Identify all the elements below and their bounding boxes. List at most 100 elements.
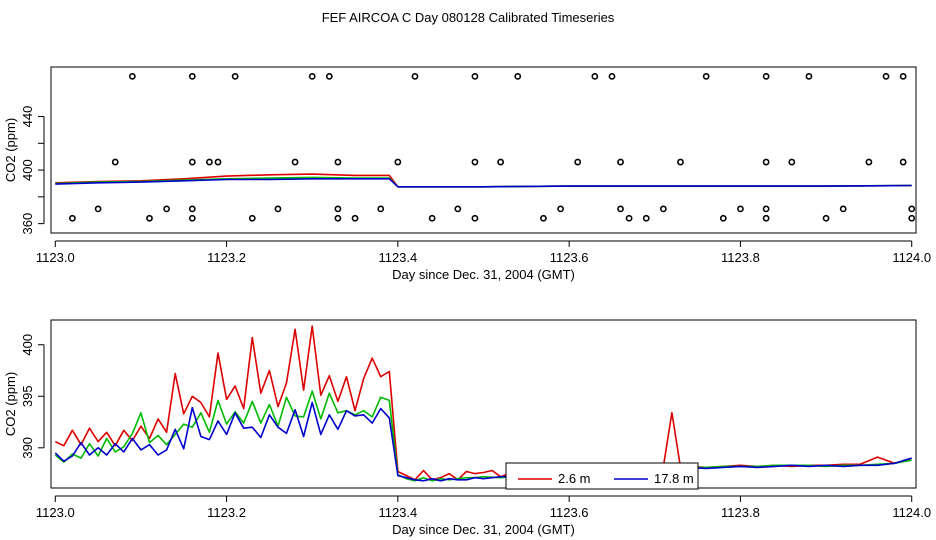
x-tick-label: 1123.4 [378, 505, 417, 520]
data-point [214, 158, 222, 166]
data-point [471, 72, 479, 80]
legend-label: 17.8 m [654, 471, 694, 486]
data-point [908, 214, 916, 222]
data-point [206, 158, 213, 166]
data-point [617, 158, 624, 166]
x-tick-label: 1123.0 [36, 505, 75, 520]
x-axis: 1123.0 1123.2 1123.4 1123.6 1123.8 1124.0 Day … [36, 240, 931, 282]
data-point [642, 214, 650, 222]
data-point [497, 158, 505, 166]
plot-frame [50, 66, 917, 234]
data-point [805, 72, 813, 80]
x-tick-label: 1123.8 [721, 505, 760, 520]
x-tick-label: 1124.0 [892, 250, 931, 265]
data-point [574, 158, 582, 166]
data-point [591, 72, 599, 80]
data-point [248, 214, 256, 222]
data-point [334, 205, 342, 213]
x-axis-title: Day since Dec. 31, 2004 (GMT) [392, 522, 575, 537]
data-point [702, 72, 710, 80]
data-point [557, 205, 564, 213]
data-point [334, 214, 342, 222]
y-tick-label: 400 [20, 159, 35, 181]
x-tick-label: 1123.2 [207, 505, 246, 520]
scatter-points [69, 72, 916, 222]
data-point [351, 214, 359, 222]
data-point [608, 72, 616, 80]
data-point [762, 205, 770, 213]
data-point [188, 205, 196, 213]
data-point [334, 158, 342, 166]
data-point [737, 205, 744, 213]
data-point [163, 205, 171, 213]
x-axis-title: Day since Dec. 31, 2004 (GMT) [392, 267, 575, 282]
x-axis: 1123.0 1123.2 1123.4 1123.6 1123.8 1124.0 Day … [36, 495, 931, 537]
series-line-1 [54, 325, 912, 481]
data-point [822, 214, 830, 222]
data-point [325, 72, 333, 80]
x-tick-label: 1123.6 [550, 505, 589, 520]
data-point [762, 72, 770, 80]
data-point [762, 214, 770, 222]
data-point [69, 214, 76, 222]
legend-label: 2.6 m [558, 471, 591, 486]
x-tick-label: 1124.0 [892, 505, 931, 520]
top-panel: 1123.0 1123.2 1123.4 1123.6 1123.8 1124.0 Day … [3, 66, 931, 282]
plot-frame [50, 319, 917, 489]
series-group [55, 173, 912, 188]
data-point [762, 158, 770, 166]
legend-box [505, 462, 699, 490]
chart-title: FEF AIRCOA C Day 080128 Calibrated Times… [322, 10, 615, 25]
data-point [865, 158, 873, 166]
data-point [471, 214, 479, 222]
data-point [231, 72, 239, 80]
data-point [677, 158, 684, 166]
data-point [428, 214, 436, 222]
y-axis-title: CO2 (ppm) [3, 372, 18, 436]
data-point [377, 205, 385, 213]
y-axis-title: CO2 (ppm) [3, 118, 18, 182]
data-point [146, 214, 153, 222]
x-tick-label: 1123.0 [36, 250, 75, 265]
y-tick-label: 395 [20, 385, 35, 407]
data-point [899, 72, 907, 80]
data-point [308, 72, 316, 80]
data-point [274, 205, 282, 213]
data-point [188, 72, 196, 80]
data-point [719, 214, 727, 222]
series-line-2 [54, 390, 912, 482]
series-group [54, 325, 912, 482]
data-point [394, 158, 402, 166]
data-point [839, 205, 847, 213]
data-point [291, 158, 299, 166]
data-point [899, 158, 907, 166]
x-tick-label: 1123.2 [207, 250, 246, 265]
data-point [188, 214, 196, 222]
y-tick-label: 360 [20, 213, 35, 235]
bottom-panel: 1123.0 1123.2 1123.4 1123.6 1123.8 1124.0 Day … [3, 319, 931, 537]
legend: 2.6 m 17.8 m [505, 462, 699, 490]
x-tick-label: 1123.4 [378, 250, 417, 265]
data-point [94, 205, 102, 213]
y-axis: 390 395 400 CO2 (ppm) [3, 334, 45, 459]
data-point [514, 72, 522, 80]
x-tick-label: 1123.8 [721, 250, 760, 265]
data-point [188, 158, 196, 166]
x-tick-label: 1123.6 [550, 250, 589, 265]
series-line-3 [55, 178, 912, 188]
data-point [788, 158, 796, 166]
data-point [617, 205, 624, 213]
y-tick-label: 390 [20, 437, 35, 459]
data-point [471, 158, 479, 166]
data-point [128, 72, 136, 80]
y-tick-label: 400 [20, 334, 35, 356]
data-point [111, 158, 119, 166]
y-tick-label: 440 [20, 106, 35, 128]
data-point [882, 72, 890, 80]
data-point [659, 205, 667, 213]
data-point [411, 72, 419, 80]
data-point [908, 205, 916, 213]
data-point [625, 214, 633, 222]
